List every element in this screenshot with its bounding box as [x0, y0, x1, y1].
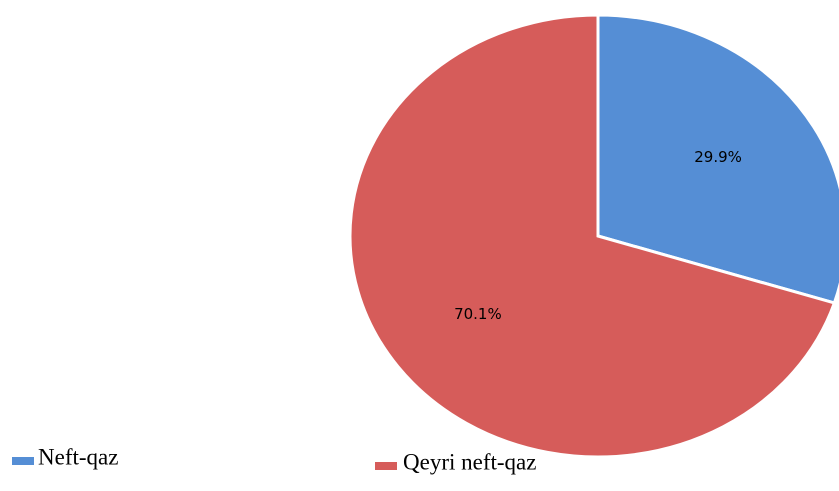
legend-label: Qeyri neft-qaz	[403, 449, 536, 474]
legend-swatch	[12, 457, 34, 465]
pie-slice	[596, 13, 839, 305]
data-label: 29.9%	[694, 148, 742, 166]
legend-swatch	[375, 462, 397, 470]
legend-label: Neft-qaz	[38, 444, 118, 469]
pie-slice	[348, 13, 837, 459]
data-label: 70.1%	[454, 305, 502, 323]
